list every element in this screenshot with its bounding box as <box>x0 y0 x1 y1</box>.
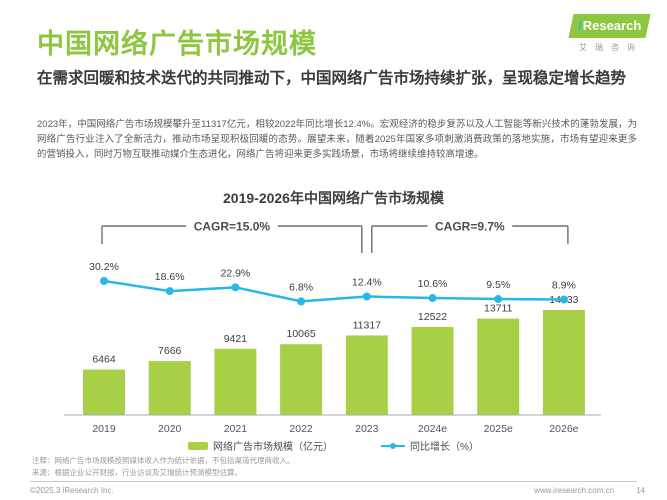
line-swatch-icon <box>381 442 406 449</box>
svg-text:13711: 13711 <box>484 303 513 315</box>
chart-title: 2019-2026年中国网络广告市场规模 <box>223 190 444 206</box>
legend-label-yoy-growth: 同比增长（%） <box>410 442 479 453</box>
svg-text:2020: 2020 <box>158 423 182 435</box>
chart-legend: 网络广告市场规模（亿元） 同比增长（%） <box>0 438 667 453</box>
footer-divider <box>30 481 637 482</box>
iresearch-logo: iResearch 艾瑞咨询 <box>568 14 651 53</box>
footnotes: 注释：网络广告市场规模按照媒体收入作为统计依据，不包括渠道代理商收入。 来源：根… <box>32 455 295 478</box>
bar-swatch-icon <box>188 441 209 450</box>
website-link[interactable]: www.iresearch.com.cn <box>534 486 615 495</box>
svg-text:6.8%: 6.8% <box>289 281 313 293</box>
svg-text:CAGR=9.7%: CAGR=9.7% <box>435 220 505 234</box>
svg-text:2024e: 2024e <box>418 423 447 435</box>
page-title: 中国网络广告市场规模 <box>37 29 317 59</box>
svg-text:6464: 6464 <box>92 354 116 366</box>
page-footer: ©2025.3 iResearch Inc. www.iresearch.com… <box>30 486 645 495</box>
iresearch-logo-badge: iResearch <box>568 14 651 38</box>
svg-text:2026e: 2026e <box>549 423 578 435</box>
svg-text:2021: 2021 <box>224 423 248 435</box>
svg-text:11317: 11317 <box>353 319 382 331</box>
logo-i-mark: i <box>578 18 582 33</box>
svg-text:8.9%: 8.9% <box>552 280 576 292</box>
logo-wordmark: Research <box>582 18 642 33</box>
svg-text:7666: 7666 <box>158 345 182 357</box>
page-number: 14 <box>636 486 645 495</box>
svg-text:2022: 2022 <box>289 423 313 435</box>
svg-text:2025e: 2025e <box>484 423 513 435</box>
svg-text:30.2%: 30.2% <box>89 261 119 273</box>
svg-text:9.5%: 9.5% <box>486 279 510 291</box>
legend-item-market-size: 网络广告市场规模（亿元） <box>188 438 333 453</box>
svg-text:10065: 10065 <box>286 328 315 340</box>
svg-text:18.6%: 18.6% <box>155 271 185 283</box>
market-size-chart: CAGR=15.0% CAGR=9.7% 6464 7666 9421 10065 1131… <box>64 220 601 435</box>
svg-text:2019: 2019 <box>92 423 116 435</box>
svg-text:9421: 9421 <box>224 333 248 345</box>
svg-text:10.6%: 10.6% <box>418 278 448 290</box>
summary-paragraph: 2023年，中国网络广告市场规模攀升至11317亿元，相较2022年同比增长12… <box>37 119 637 161</box>
footnote-definition: 注释：网络广告市场规模按照媒体收入作为统计依据，不包括渠道代理商收入。 <box>32 456 295 465</box>
section-headline: 在需求回暖和技术迭代的共同推动下，中国网络广告市场持续扩张，呈现稳定增长趋势 <box>37 70 627 87</box>
copyright-text: ©2025.3 iResearch Inc. <box>30 486 114 495</box>
footnote-source: 来源：根据企业公开财报，行业访谈及艾瑞统计预测模型估算。 <box>32 467 242 477</box>
legend-label-market-size: 网络广告市场规模（亿元） <box>213 442 334 453</box>
svg-text:12.4%: 12.4% <box>352 276 382 288</box>
svg-text:12522: 12522 <box>418 311 447 323</box>
legend-item-yoy-growth: 同比增长（%） <box>381 438 479 453</box>
svg-text:2023: 2023 <box>355 423 379 435</box>
logo-chinese-name: 艾瑞咨询 <box>579 43 643 52</box>
svg-text:CAGR=15.0%: CAGR=15.0% <box>194 220 271 234</box>
svg-text:22.9%: 22.9% <box>221 267 251 279</box>
